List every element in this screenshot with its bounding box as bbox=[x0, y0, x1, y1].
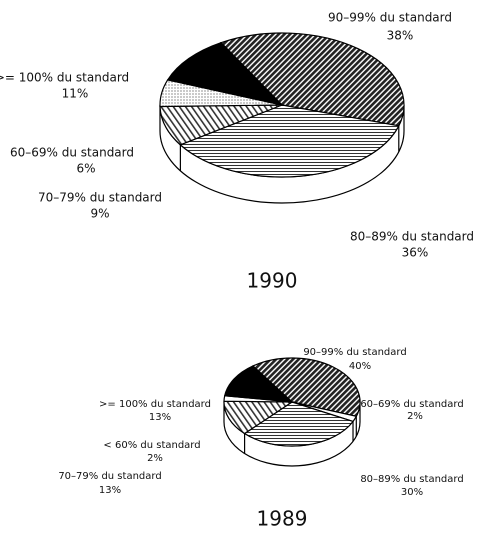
slice-label: >= 100% du standard bbox=[99, 399, 211, 410]
pie-slice bbox=[223, 400, 294, 435]
slice-label: 90–99% du standard bbox=[328, 11, 452, 25]
slice-label: 80–89% du standard bbox=[350, 230, 474, 244]
slice-label: 70–79% du standard bbox=[58, 471, 161, 482]
pie-slice bbox=[166, 41, 284, 107]
slice-label: < 60% du standard bbox=[103, 440, 200, 451]
pie-slice bbox=[243, 401, 355, 447]
slice-value-label: 11% bbox=[62, 87, 89, 101]
pie-chart: 90–99% du standard 38% 80–89% du standard 3… bbox=[0, 11, 474, 293]
pie-slice bbox=[179, 104, 400, 178]
slice-label: 70–79% du standard bbox=[38, 191, 162, 205]
slice-value-label: 13% bbox=[99, 485, 121, 496]
slice-value-label: 13% bbox=[149, 412, 171, 423]
slice-label: 60–69% du standard bbox=[10, 146, 134, 160]
slice-value-label: 30% bbox=[401, 487, 423, 498]
pie-slice bbox=[219, 32, 405, 127]
slice-value-label: 38% bbox=[387, 29, 414, 43]
chart-title: 1989 bbox=[257, 507, 308, 531]
pie-slice bbox=[223, 365, 294, 403]
slice-label: 60–69% du standard bbox=[360, 399, 463, 410]
slice-value-label: 36% bbox=[402, 246, 429, 260]
chart-title: 1990 bbox=[247, 269, 298, 293]
slice-value-label: 2% bbox=[407, 411, 423, 422]
slice-value-label: 9% bbox=[90, 207, 109, 221]
slice-value-label: 6% bbox=[76, 162, 95, 176]
slice-label: 80–89% du standard bbox=[360, 474, 463, 485]
slice-label: >= 100% du standard bbox=[0, 71, 129, 85]
pie-slice bbox=[251, 357, 361, 418]
slice-label: 90–99% du standard bbox=[303, 347, 406, 358]
slice-value-label: 40% bbox=[349, 361, 371, 372]
slice-value-label: 2% bbox=[147, 453, 163, 464]
